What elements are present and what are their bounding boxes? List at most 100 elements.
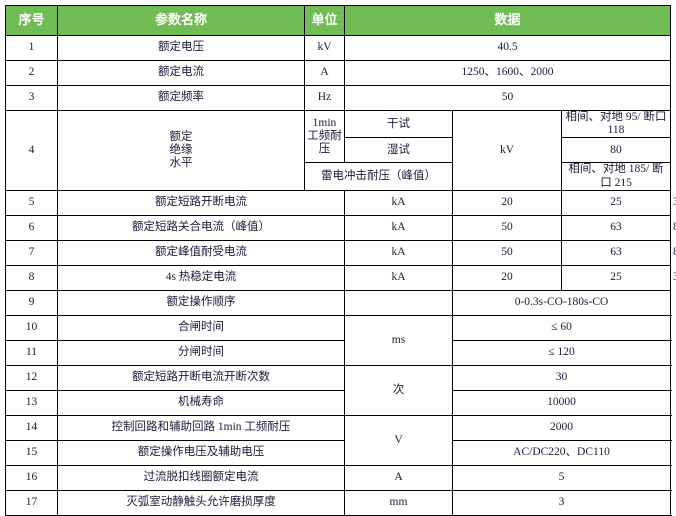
row-param-name: 额定电流	[57, 60, 305, 86]
power-frequency-label: 1min 工频耐压	[304, 109, 345, 164]
power-frequency-line2: 工频耐压	[307, 130, 342, 156]
row-no: 12	[5, 364, 58, 391]
insulation-label-line1: 额定	[169, 130, 193, 143]
row-param-name: 额定电压	[57, 35, 305, 61]
insulation-unit: kV	[452, 110, 562, 191]
insulation-data-dry: 相间、对地 95/ 断口 118	[560, 109, 672, 139]
insulation-data-lightning: 相间、对地 185/ 断口 215	[560, 162, 672, 191]
row-data: 5	[451, 464, 672, 491]
row-no: 6	[5, 214, 58, 241]
table-row: 15 额定操作电压及辅助电压 AC/DC220、DC110	[5, 439, 672, 466]
row-param-name: 额定短路关合电流（峰值）	[57, 214, 345, 241]
row-unit: Hz	[304, 85, 345, 111]
table-header: 序号 参数名称 单位 数据	[5, 5, 672, 36]
row-param-name: 灭弧室动静触头允许磨损厚度	[57, 489, 345, 516]
table-row: 10 合闸时间 ms ≤ 60	[5, 314, 672, 366]
table-row: 14 控制回路和辅助回路 1min 工频耐压 V 2000	[5, 414, 672, 466]
row-unit: kA	[344, 239, 453, 266]
row-param-name: 分闸时间	[57, 339, 345, 366]
row-no: 13	[5, 389, 58, 416]
row-data: ≤ 120	[451, 339, 672, 366]
table-row: 9 额定操作顺序 0-0.3s-CO-180s-CO	[5, 289, 672, 316]
insulation-label-line3: 水平	[169, 157, 193, 170]
lightning-impulse-label: 雷电冲击耐压（峰值）	[304, 162, 453, 191]
row-data-1: 20	[452, 264, 562, 291]
row-unit: V	[344, 414, 453, 466]
table-row: 5 额定短路开断电流 kA 20 25 31.5	[5, 189, 676, 216]
row-data: 40.5	[343, 35, 672, 61]
row-no: 4	[5, 110, 58, 191]
row-param-name: 控制回路和辅助回路 1min 工频耐压	[57, 414, 345, 441]
row-no: 3	[5, 85, 58, 111]
row-unit	[344, 289, 453, 316]
row-param-name: 额定操作顺序	[57, 289, 345, 316]
row-data: 50	[343, 85, 672, 111]
row-data: ≤ 60	[451, 314, 672, 341]
table-row: 2 额定电流 A 1250、1600、2000	[5, 60, 672, 86]
row-param-name: 4s 热稳定电流	[57, 264, 345, 291]
row-param-name: 额定操作电压及辅助电压	[57, 439, 345, 466]
row-data: 2000	[451, 414, 672, 441]
row-param-name: 额定峰值耐受电流	[57, 239, 345, 266]
table-row-insulation-2: 湿试 80	[6, 137, 672, 164]
row-unit: A	[304, 60, 345, 86]
technical-parameter-table: 序号 参数名称 单位 数据 1 额定电压 kV 40.5 2 额定电流 A 12…	[5, 5, 676, 516]
row-param-name: 额定频率	[57, 85, 305, 111]
row-no: 7	[5, 239, 58, 266]
row-data-1: 20	[452, 189, 562, 216]
table-body: 1 额定电压 kV 40.5 2 额定电流 A 1250、1600、2000 3…	[5, 35, 676, 516]
row-no: 15	[5, 439, 58, 466]
table-row: 6 额定短路关合电流（峰值） kA 50 63 80	[5, 214, 676, 241]
row-data-2: 25	[560, 264, 672, 291]
row-unit: 次	[344, 364, 453, 416]
table-row: 3 额定频率 Hz 50	[5, 85, 672, 111]
row-param-name: 额定短路开断电流	[57, 189, 345, 216]
table-row: 7 额定峰值耐受电流 kA 50 63 80	[5, 239, 676, 266]
row-data-2: 63	[560, 214, 672, 241]
row-unit: kA	[344, 264, 453, 291]
row-param-name: 额定短路开断电流开断次数	[57, 364, 345, 391]
table-row: 1 额定电压 kV 40.5	[5, 35, 672, 61]
table-row: 12 额定短路开断电流开断次数 次 30	[5, 364, 672, 416]
row-data: 10000	[451, 389, 672, 416]
header-param-name: 参数名称	[57, 5, 305, 36]
row-unit: A	[344, 464, 453, 491]
power-frequency-line1: 1min	[312, 116, 337, 129]
header-data: 数据	[343, 5, 672, 36]
table-row: 17 灭弧室动静触头允许磨损厚度 mm 3	[5, 489, 672, 516]
insulation-label-line2: 绝缘	[169, 143, 193, 156]
header-row: 序号 参数名称 单位 数据	[5, 5, 672, 36]
insulation-group-label: 额定 绝缘 水平	[57, 110, 305, 191]
insulation-data-wet: 80	[560, 137, 672, 164]
row-data: 30	[451, 364, 672, 391]
table-row: 8 4s 热稳定电流 kA 20 25 31.5	[5, 264, 676, 291]
header-unit: 单位	[304, 5, 345, 36]
row-data-2: 25	[560, 189, 672, 216]
row-unit: kA	[344, 189, 453, 216]
row-data-1: 50	[452, 239, 562, 266]
row-no: 17	[5, 489, 58, 516]
row-param-name: 合闸时间	[57, 314, 345, 341]
row-no: 1	[5, 35, 58, 61]
row-param-name: 机械寿命	[57, 389, 345, 416]
table-row-insulation-1: 4 额定 绝缘 水平 1min 工频耐压 干试 kV 相间、对地 95/ 断口 …	[5, 109, 672, 191]
row-data: AC/DC220、DC110	[451, 439, 672, 466]
row-unit: ms	[344, 314, 453, 366]
header-no: 序号	[5, 5, 58, 36]
row-data: 0-0.3s-CO-180s-CO	[451, 289, 672, 316]
table-row-insulation-3: 雷电冲击耐压（峰值） 相间、对地 185/ 断口 215	[6, 162, 672, 191]
row-no: 8	[5, 264, 58, 291]
table-row: 13 机械寿命 10000	[5, 389, 672, 416]
row-param-name: 过流脱扣线圈额定电流	[57, 464, 345, 491]
row-unit: kV	[304, 35, 345, 61]
row-data-1: 50	[452, 214, 562, 241]
row-no: 2	[5, 60, 58, 86]
row-no: 14	[5, 414, 58, 441]
dry-test-label: 干试	[344, 109, 453, 139]
row-no: 10	[5, 314, 58, 341]
table-row: 11 分闸时间 ≤ 120	[5, 339, 672, 366]
table-row: 16 过流脱扣线圈额定电流 A 5	[5, 464, 672, 491]
row-no: 5	[5, 189, 58, 216]
row-data: 1250、1600、2000	[343, 60, 672, 86]
